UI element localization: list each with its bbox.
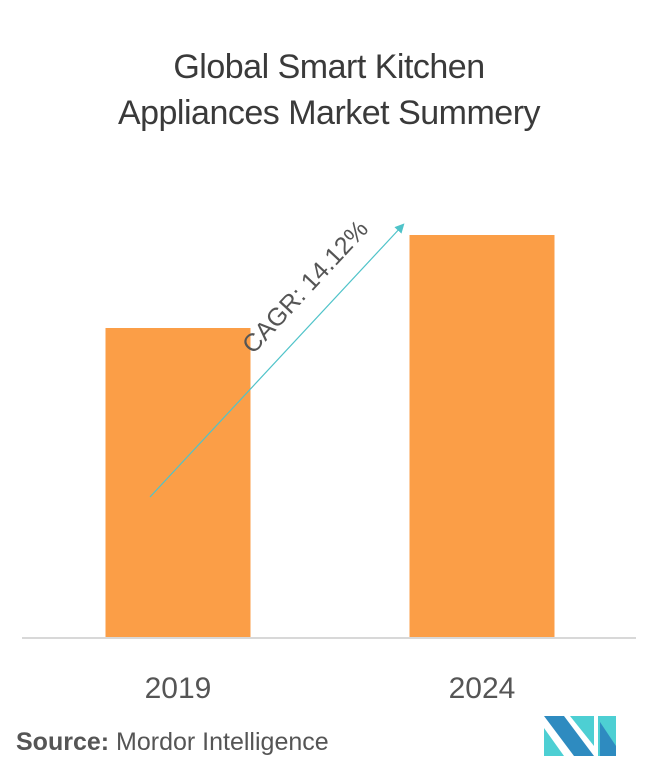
title-line-2: Appliances Market Summery: [117, 94, 541, 132]
x-tick-label-2024: 2024: [449, 672, 516, 705]
title-line-1: Global Smart Kitchen: [173, 48, 485, 86]
source-label: Source:: [16, 728, 110, 756]
chart-title: Global Smart Kitchen Appliances Market S…: [0, 44, 658, 136]
cagr-arrow: [149, 223, 405, 498]
x-tick-label-2019: 2019: [145, 672, 212, 705]
source-note: Source: Mordor Intelligence: [16, 728, 329, 757]
mordor-logo-icon: [544, 716, 616, 756]
cagr-label: CAGR: 14.12%: [237, 215, 374, 359]
bar-2019: [105, 328, 251, 638]
bar-2024: [409, 235, 555, 638]
source-value: Mordor Intelligence: [116, 728, 329, 756]
